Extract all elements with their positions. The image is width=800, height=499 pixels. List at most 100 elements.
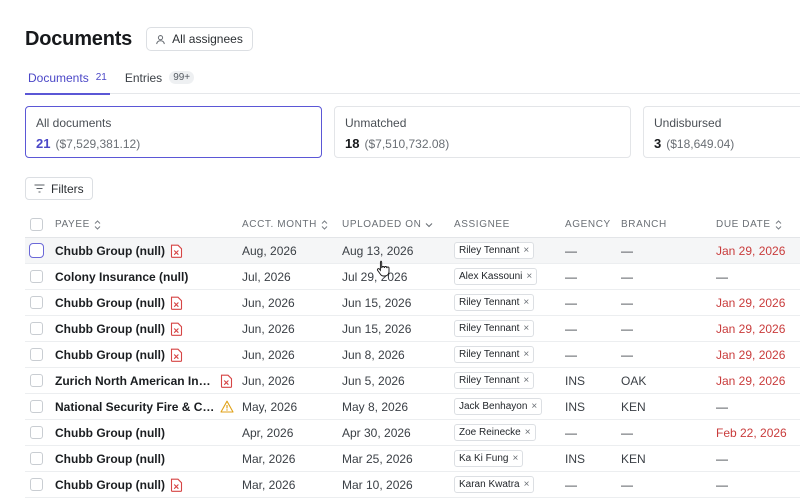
table-row[interactable]: Colony Insurance (null) Jul, 2026 Jul 29, …: [25, 264, 800, 290]
row-checkbox[interactable]: [30, 452, 43, 465]
remove-icon[interactable]: ×: [523, 349, 530, 360]
agency-cell: —: [565, 347, 577, 362]
table-row[interactable]: Chubb Group (null) Mar, 2026 Mar 25, 2026 K…: [25, 446, 800, 472]
assignee-name: Riley Tennant: [459, 245, 520, 256]
col-payee[interactable]: PAYEE: [55, 212, 240, 237]
payee-cell[interactable]: Chubb Group (null): [55, 342, 240, 367]
remove-icon[interactable]: ×: [524, 427, 531, 438]
tab-label: Documents: [28, 71, 89, 85]
row-checkbox[interactable]: [30, 322, 43, 335]
assignee-cell: Riley Tennant ×: [454, 290, 535, 315]
table-row[interactable]: Chubb Group (null) Aug, 2026 Aug 13, 2026 R…: [25, 238, 800, 264]
assignee-name: Zoe Reinecke: [459, 427, 521, 438]
due-date-cell: Jan 29, 2026: [716, 295, 786, 310]
card-count: 3: [654, 136, 662, 151]
row-checkbox[interactable]: [30, 400, 43, 413]
payee-cell[interactable]: Chubb Group (null): [55, 420, 240, 445]
assignee-name: Riley Tennant: [459, 323, 520, 334]
payee-name: Zurich North American Insu...: [55, 373, 215, 388]
assignee-cell: Zoe Reinecke ×: [454, 420, 536, 445]
payee-cell[interactable]: Colony Insurance (null): [55, 264, 240, 289]
due-date-cell: Jan 29, 2026: [716, 347, 786, 362]
assignee-cell: Riley Tennant ×: [454, 368, 535, 393]
payee-cell[interactable]: Chubb Group (null): [55, 316, 240, 341]
agency-cell: —: [565, 243, 577, 258]
row-checkbox[interactable]: [30, 374, 43, 387]
agency-cell: —: [565, 295, 577, 310]
acct-month-cell: Jul, 2026: [242, 269, 291, 284]
payee-cell[interactable]: Chubb Group (null): [55, 290, 240, 315]
card-all-documents[interactable]: All documents 21 ($7,529,381.12): [25, 106, 322, 158]
uploaded-on-cell: Jul 29, 2026: [342, 269, 408, 284]
tab-documents[interactable]: Documents 21: [25, 66, 110, 95]
payee-cell[interactable]: National Security Fire & Cas...: [55, 394, 240, 419]
remove-icon[interactable]: ×: [512, 453, 519, 464]
document-error-icon: [170, 296, 183, 310]
remove-icon[interactable]: ×: [523, 323, 530, 334]
assignee-chip[interactable]: Riley Tennant ×: [454, 320, 535, 337]
due-date-cell: Jan 29, 2026: [716, 373, 786, 388]
uploaded-on-cell: Mar 10, 2026: [342, 477, 413, 492]
assignee-name: Riley Tennant: [459, 375, 520, 386]
acct-month-cell: Mar, 2026: [242, 451, 296, 466]
acct-month-cell: May, 2026: [242, 399, 298, 414]
assignee-chip[interactable]: Riley Tennant ×: [454, 242, 535, 259]
assignee-chip[interactable]: Riley Tennant ×: [454, 346, 535, 363]
row-checkbox[interactable]: [29, 243, 44, 258]
filters-button[interactable]: Filters: [25, 177, 93, 200]
table-row[interactable]: Chubb Group (null) Jun, 2026 Jun 8, 2026 Ri…: [25, 342, 800, 368]
row-checkbox[interactable]: [30, 270, 43, 283]
table-row[interactable]: Chubb Group (null) Apr, 2026 Apr 30, 2026 Z…: [25, 420, 800, 446]
row-checkbox[interactable]: [30, 426, 43, 439]
uploaded-on-cell: Mar 25, 2026: [342, 451, 413, 466]
agency-cell: INS: [565, 399, 586, 414]
payee-cell[interactable]: Chubb Group (null): [55, 472, 240, 497]
assignee-chip[interactable]: Jack Benhayon ×: [454, 398, 543, 415]
payee-cell[interactable]: Zurich North American Insu...: [55, 368, 240, 393]
branch-cell: —: [621, 295, 633, 310]
table-row[interactable]: Zurich North American Insu... Jun, 2026 Ju…: [25, 368, 800, 394]
acct-month-cell: Jun, 2026: [242, 321, 295, 336]
row-checkbox[interactable]: [30, 348, 43, 361]
branch-cell: KEN: [621, 399, 646, 414]
select-all-checkbox[interactable]: [30, 218, 43, 231]
remove-icon[interactable]: ×: [531, 401, 538, 412]
row-checkbox[interactable]: [30, 296, 43, 309]
acct-month-cell: Aug, 2026: [242, 243, 297, 258]
table-row[interactable]: Chubb Group (null) Jun, 2026 Jun 15, 2026 R…: [25, 290, 800, 316]
col-due-date[interactable]: DUE DATE: [716, 212, 782, 237]
payee-name: Chubb Group (null): [55, 425, 165, 440]
remove-icon[interactable]: ×: [523, 245, 530, 256]
assignee-chip[interactable]: Riley Tennant ×: [454, 294, 535, 311]
assignee-chip[interactable]: Karan Kwatra ×: [454, 476, 535, 493]
table-row[interactable]: National Security Fire & Cas... May, 2026…: [25, 394, 800, 420]
table-row[interactable]: Chubb Group (null) Jun, 2026 Jun 15, 2026 R…: [25, 316, 800, 342]
remove-icon[interactable]: ×: [523, 479, 530, 490]
col-acct-month[interactable]: ACCT. MONTH: [242, 212, 328, 237]
col-payee-label: PAYEE: [55, 219, 90, 230]
acct-month-cell: Apr, 2026: [242, 425, 294, 440]
payee-cell[interactable]: Chubb Group (null): [55, 446, 240, 471]
assignee-chip[interactable]: Ka Ki Fung ×: [454, 450, 524, 467]
warning-icon: [220, 400, 234, 413]
col-uploaded-on[interactable]: UPLOADED ON: [342, 212, 433, 237]
table-row[interactable]: Chubb Group (null) Mar, 2026 Mar 10, 2026 K…: [25, 472, 800, 498]
assignee-name: Alex Kassouni: [459, 271, 523, 282]
card-undisbursed[interactable]: Undisbursed 3 ($18,649.04): [643, 106, 800, 158]
card-label: Undisbursed: [654, 116, 722, 130]
assignee-cell: Karan Kwatra ×: [454, 472, 535, 497]
table-header: PAYEE ACCT. MONTH UPLOADED ON ASSIGNEE A…: [25, 212, 800, 238]
remove-icon[interactable]: ×: [526, 271, 533, 282]
remove-icon[interactable]: ×: [523, 297, 530, 308]
payee-cell[interactable]: Chubb Group (null): [55, 238, 240, 263]
assignee-chip[interactable]: Zoe Reinecke ×: [454, 424, 536, 441]
row-checkbox[interactable]: [30, 478, 43, 491]
remove-icon[interactable]: ×: [523, 375, 530, 386]
tab-entries[interactable]: Entries 99+: [122, 66, 197, 94]
branch-cell: —: [621, 269, 633, 284]
due-date-cell: Jan 29, 2026: [716, 321, 786, 336]
assignee-chip[interactable]: Alex Kassouni ×: [454, 268, 538, 285]
assignee-filter-button[interactable]: All assignees: [146, 27, 253, 51]
assignee-chip[interactable]: Riley Tennant ×: [454, 372, 535, 389]
card-unmatched[interactable]: Unmatched 18 ($7,510,732.08): [334, 106, 631, 158]
